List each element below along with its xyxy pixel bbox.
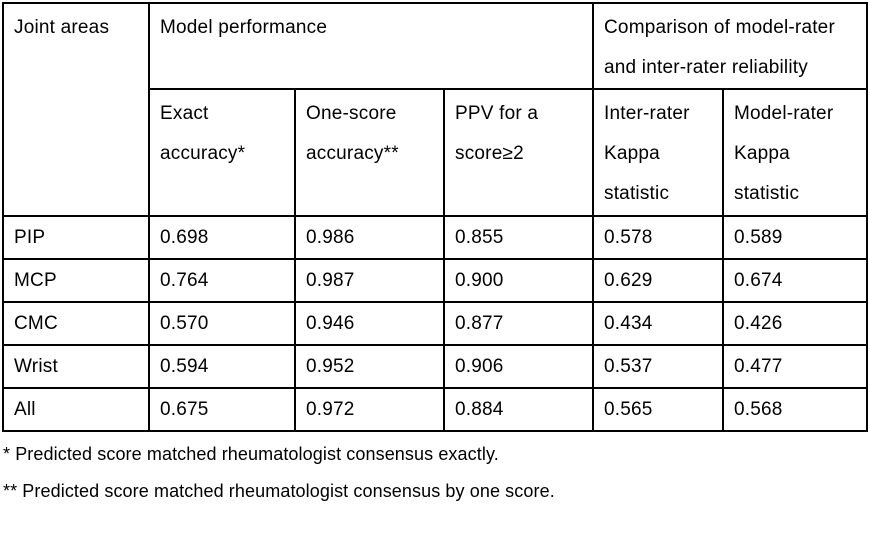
- group-header-comparison-reliability: Comparison of model-rater and inter-rate…: [591, 2, 869, 90]
- value-cell: 0.906: [443, 344, 594, 389]
- col-header-model-rater-kappa: Model-rater Kappa statistic: [721, 88, 869, 217]
- value-cell: 0.568: [721, 387, 869, 432]
- footnotes: * Predicted score matched rheumatologist…: [3, 444, 555, 518]
- value-cell: 0.629: [592, 258, 724, 303]
- value-cell: 0.594: [148, 344, 296, 389]
- value-cell: 0.674: [721, 258, 869, 303]
- value-cell: 0.946: [294, 301, 445, 346]
- value-cell: 0.952: [294, 344, 445, 389]
- value-cell: 0.565: [592, 387, 724, 432]
- value-cell: 0.855: [443, 215, 594, 260]
- col-header-exact-accuracy: Exact accuracy*: [148, 88, 296, 217]
- table-row-mcp: MCP 0.764 0.987 0.900 0.629 0.674: [2, 258, 869, 303]
- row-label-mcp: MCP: [2, 258, 150, 303]
- row-label-all: All: [2, 387, 150, 432]
- col-header-one-score-accuracy: One-score accuracy**: [294, 88, 445, 217]
- value-cell: 0.434: [592, 301, 724, 346]
- table-row-cmc: CMC 0.570 0.946 0.877 0.434 0.426: [2, 301, 869, 346]
- value-cell: 0.675: [148, 387, 296, 432]
- value-cell: 0.578: [592, 215, 724, 260]
- value-cell: 0.987: [294, 258, 445, 303]
- value-cell: 0.537: [592, 344, 724, 389]
- value-cell: 0.884: [443, 387, 594, 432]
- value-cell: 0.764: [148, 258, 296, 303]
- value-cell: 0.570: [148, 301, 296, 346]
- footnote-exact-accuracy: * Predicted score matched rheumatologist…: [3, 444, 499, 464]
- table-row-pip: PIP 0.698 0.986 0.855 0.578 0.589: [2, 215, 869, 260]
- results-table: Joint areas Model performance Comparison…: [2, 2, 869, 432]
- value-cell: 0.877: [443, 301, 594, 346]
- header-subhead-row: Exact accuracy* One-score accuracy** PPV…: [3, 88, 869, 217]
- col-header-ppv: PPV for a score≥2: [443, 88, 594, 217]
- value-cell: 0.589: [721, 215, 869, 260]
- group-header-model-performance: Model performance: [148, 2, 594, 90]
- value-cell: 0.426: [721, 301, 869, 346]
- value-cell: 0.698: [148, 215, 296, 260]
- footnote-one-score-accuracy: ** Predicted score matched rheumatologis…: [3, 481, 555, 501]
- group-header-model-performance-label: Model performance: [160, 17, 328, 38]
- value-cell: 0.900: [443, 258, 594, 303]
- value-cell: 0.477: [721, 344, 869, 389]
- table-row-wrist: Wrist 0.594 0.952 0.906 0.537 0.477: [2, 344, 869, 389]
- header-group-row: Joint areas Model performance Comparison…: [2, 2, 869, 217]
- header-joint-areas: Joint areas: [2, 2, 150, 217]
- value-cell: 0.972: [294, 387, 445, 432]
- header-joint-areas-label: Joint areas: [14, 17, 110, 38]
- row-label-wrist: Wrist: [2, 344, 150, 389]
- table-row-all: All 0.675 0.972 0.884 0.565 0.568: [2, 387, 869, 432]
- row-label-cmc: CMC: [2, 301, 150, 346]
- value-cell: 0.986: [294, 215, 445, 260]
- col-header-inter-rater-kappa: Inter-rater Kappa statistic: [592, 88, 724, 217]
- row-label-pip: PIP: [2, 215, 150, 260]
